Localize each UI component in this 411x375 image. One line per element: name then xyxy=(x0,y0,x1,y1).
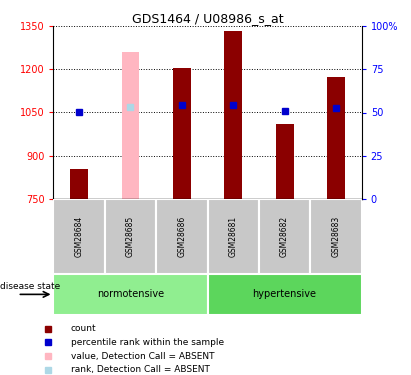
Bar xyxy=(156,199,208,274)
Text: normotensive: normotensive xyxy=(97,290,164,299)
Text: GSM28681: GSM28681 xyxy=(229,216,238,257)
Bar xyxy=(276,124,293,199)
Title: GDS1464 / U08986_s_at: GDS1464 / U08986_s_at xyxy=(132,12,283,25)
Text: percentile rank within the sample: percentile rank within the sample xyxy=(71,338,224,347)
Text: GSM28682: GSM28682 xyxy=(280,216,289,257)
Bar xyxy=(208,274,362,315)
Text: count: count xyxy=(71,324,96,333)
Text: GSM28686: GSM28686 xyxy=(178,216,186,257)
Bar xyxy=(224,30,242,199)
Text: value, Detection Call = ABSENT: value, Detection Call = ABSENT xyxy=(71,352,214,361)
Text: disease state: disease state xyxy=(0,282,60,291)
Bar xyxy=(208,199,259,274)
Text: GSM28684: GSM28684 xyxy=(75,216,83,257)
Text: GSM28685: GSM28685 xyxy=(126,216,135,257)
Bar xyxy=(173,68,191,199)
Bar xyxy=(53,274,208,315)
Bar xyxy=(122,52,139,199)
Text: hypertensive: hypertensive xyxy=(253,290,316,299)
Text: GSM28683: GSM28683 xyxy=(332,216,340,257)
Bar xyxy=(327,76,345,199)
Text: rank, Detection Call = ABSENT: rank, Detection Call = ABSENT xyxy=(71,365,210,374)
Bar xyxy=(259,199,310,274)
Bar xyxy=(53,199,105,274)
Bar xyxy=(310,199,362,274)
Bar xyxy=(105,199,156,274)
Bar xyxy=(70,168,88,199)
